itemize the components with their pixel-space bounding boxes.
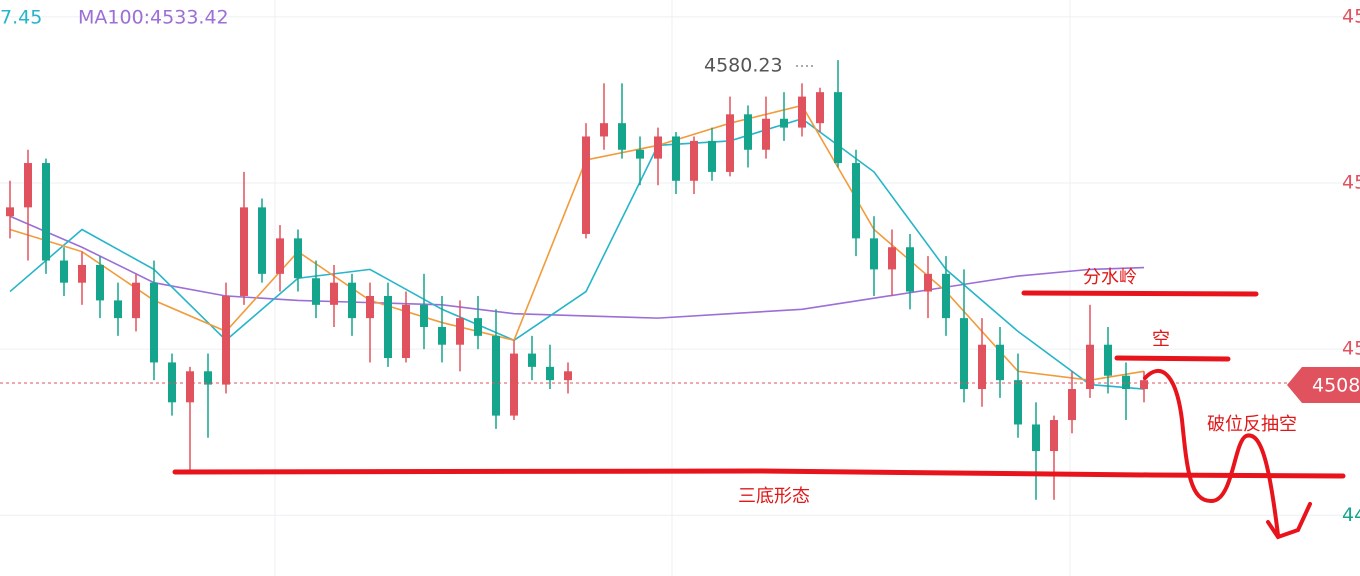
candle-body <box>834 92 842 164</box>
candle-body <box>384 295 392 359</box>
annotation: 分水岭 <box>1083 267 1137 288</box>
candle-body <box>762 118 770 150</box>
annotation: 三底形态 <box>738 486 810 507</box>
candle-body <box>186 371 194 403</box>
annotations <box>172 290 1346 540</box>
y-tick-label: 45 <box>1342 5 1360 27</box>
candle-body <box>6 207 14 217</box>
candle-body <box>312 278 320 305</box>
candle-body <box>978 344 986 390</box>
candle-body <box>114 300 122 319</box>
candle-body <box>1068 389 1076 421</box>
candle-body <box>456 318 464 345</box>
candle-body <box>330 282 338 305</box>
candle-body <box>60 260 68 283</box>
candle-body <box>654 136 662 159</box>
candle-body <box>150 282 158 363</box>
candle-body <box>798 96 806 128</box>
candle-body <box>1122 375 1130 390</box>
candle-body <box>996 344 1004 381</box>
candle-body <box>1014 380 1022 425</box>
candle-body <box>582 136 590 234</box>
y-tick-label: 44 <box>1342 504 1360 526</box>
candle-body <box>402 304 410 359</box>
candle-body <box>888 247 896 270</box>
y-tick-label: 45 <box>1342 171 1360 193</box>
candle-body <box>960 318 968 390</box>
last-price-label: 4508 <box>1312 375 1360 397</box>
candle-body <box>672 136 680 181</box>
candle-body <box>222 295 230 385</box>
high-label: 4580.23 <box>704 55 783 77</box>
candle-body <box>78 264 86 283</box>
candle-body <box>564 371 572 381</box>
candle-body <box>708 140 716 172</box>
candle-body <box>474 318 482 336</box>
vertical-grid <box>274 0 1071 576</box>
candle-body <box>348 282 356 319</box>
ma-line <box>9 215 1145 319</box>
candle-body <box>420 304 428 327</box>
candle-body <box>870 238 878 270</box>
y-tick-label: 45 <box>1342 338 1360 360</box>
candle-body <box>600 123 608 137</box>
support-line <box>172 468 1346 479</box>
candle-body <box>906 247 914 292</box>
annotation: 空 <box>1152 329 1170 350</box>
candle-body <box>636 149 644 159</box>
hand-drawn-path <box>1143 368 1312 540</box>
candle-body <box>438 326 446 345</box>
last-price-tag <box>1287 367 1360 403</box>
header-label: MA100:4533.42 <box>78 7 229 29</box>
candle-body <box>276 238 284 274</box>
candle-body <box>24 163 32 208</box>
header-label: 7.45 <box>0 7 42 29</box>
candle-body <box>132 282 140 319</box>
candle-body <box>1104 344 1112 376</box>
ma-line <box>9 117 1145 390</box>
candle-body <box>204 371 212 385</box>
candle-body <box>618 123 626 150</box>
candle-body <box>942 273 950 319</box>
candle-body <box>492 335 500 416</box>
candle-body <box>96 264 104 301</box>
short-line <box>1114 355 1231 362</box>
watershed-line <box>1021 290 1259 297</box>
candle-body <box>690 140 698 181</box>
candle-body <box>294 238 302 279</box>
candle-body <box>528 353 536 367</box>
candle-body <box>1050 420 1058 452</box>
candle-body <box>780 118 788 128</box>
candle-body <box>510 353 518 416</box>
candle-body <box>258 207 266 274</box>
candle-body <box>816 92 824 124</box>
candle-body <box>852 163 860 239</box>
candle-body <box>366 295 374 319</box>
candle-body <box>546 366 554 381</box>
candle-body <box>1140 380 1148 390</box>
candle-body <box>726 114 734 172</box>
candle-body <box>1032 424 1040 452</box>
candle-body <box>240 207 248 296</box>
annotation: 破位反抽空 <box>1207 414 1297 435</box>
candle-body <box>168 362 176 403</box>
ma-line <box>9 104 1145 381</box>
candle-body <box>744 114 752 150</box>
candle-body <box>924 273 932 292</box>
candle-body <box>1086 344 1094 390</box>
candle-body <box>42 163 50 261</box>
